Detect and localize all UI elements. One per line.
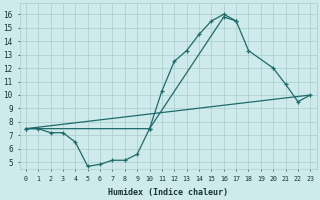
X-axis label: Humidex (Indice chaleur): Humidex (Indice chaleur) bbox=[108, 188, 228, 197]
